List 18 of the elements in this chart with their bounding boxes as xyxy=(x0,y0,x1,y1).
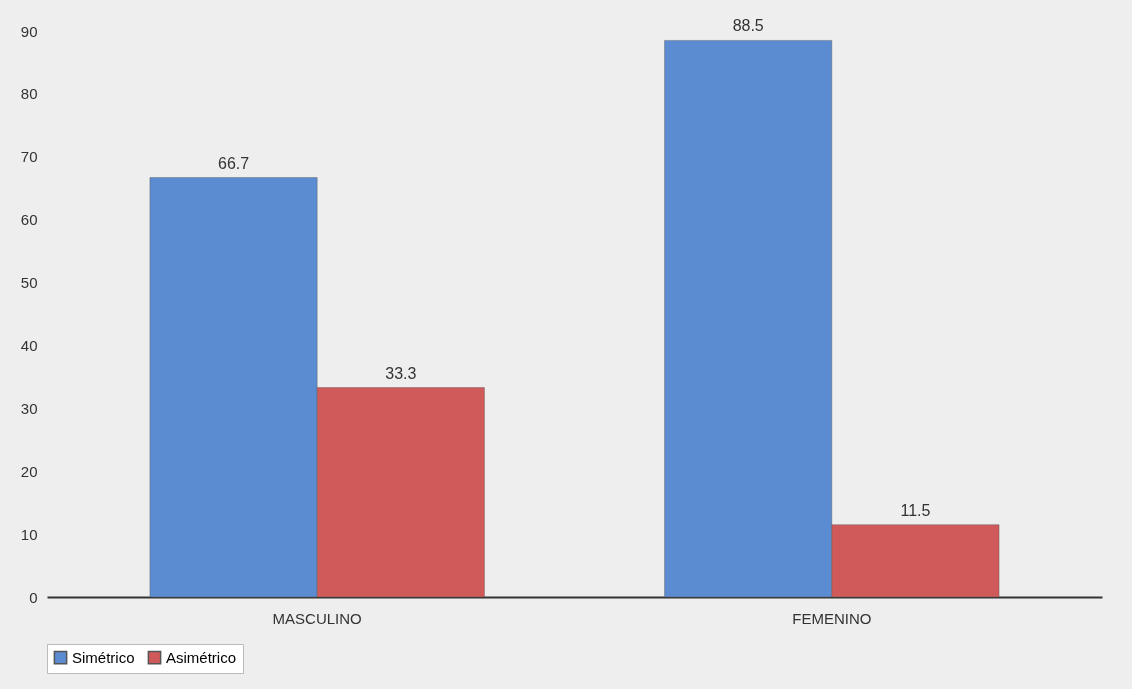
data-label: 66.7 xyxy=(217,154,250,172)
y-tick-label: 60 xyxy=(20,211,38,229)
y-tick-label: 90 xyxy=(20,22,38,40)
y-tick-label: 10 xyxy=(20,525,38,543)
y-tick-label: 30 xyxy=(20,399,38,417)
y-tick-label: 20 xyxy=(20,462,38,480)
y-tick-label: 0 xyxy=(29,588,38,606)
x-tick-label: FEMENINO xyxy=(792,609,872,627)
y-tick-label: 40 xyxy=(20,336,38,354)
data-label: 33.3 xyxy=(385,364,417,382)
data-label: 88.5 xyxy=(732,17,764,35)
x-tick-label: MASCULINO xyxy=(272,609,362,627)
y-tick-label: 50 xyxy=(20,274,38,292)
y-tick-label: 70 xyxy=(20,148,38,166)
legend-label: Asimétrico xyxy=(166,648,237,666)
y-tick-label: 80 xyxy=(20,85,38,103)
data-label: 11.5 xyxy=(900,501,931,519)
legend-label: Simétrico xyxy=(72,648,135,666)
